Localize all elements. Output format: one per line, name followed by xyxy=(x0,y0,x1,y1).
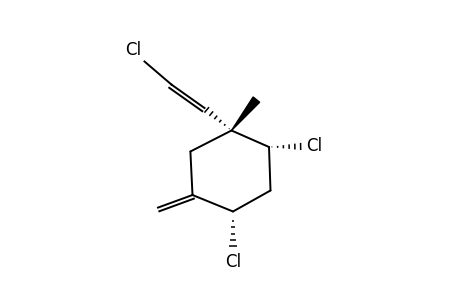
Text: Cl: Cl xyxy=(305,137,321,155)
Text: Cl: Cl xyxy=(224,253,241,271)
Polygon shape xyxy=(231,97,259,130)
Text: Cl: Cl xyxy=(124,41,140,59)
